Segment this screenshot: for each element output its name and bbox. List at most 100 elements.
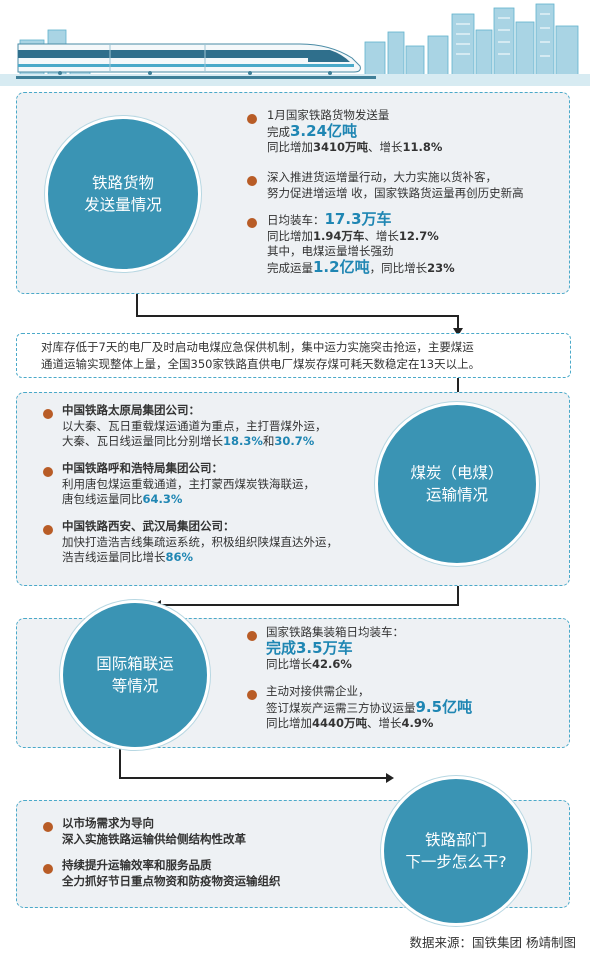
- item-text: 1月国家铁路货物发送量: [267, 108, 390, 122]
- connector-line: [119, 748, 121, 778]
- bullet-icon: [247, 631, 257, 641]
- next-step-item: 以市场需求为导向 深入实施铁路运输供给侧结构性改革: [62, 816, 246, 847]
- item-text: 、增长: [368, 140, 403, 154]
- freight-title-circle: 铁路货物 发送量情况: [45, 116, 201, 272]
- bullet-icon: [247, 114, 257, 124]
- item-line: 同比增加1.94万车、增长12.7%: [267, 229, 455, 245]
- item-line: 全力抓好节日重点物资和防疫物资运输组织: [62, 874, 281, 890]
- item-text: 唐包线运量同比: [62, 492, 143, 506]
- item-text: 深入推进货运增量行动，大力实施以货补客，: [267, 170, 497, 184]
- connector-line: [160, 604, 458, 606]
- item-line: 中国铁路太原局集团公司：: [62, 403, 327, 419]
- item-line: 深入实施铁路运输供给侧结构性改革: [62, 832, 246, 848]
- summary-line: 对库存低于7天的电厂及时启动电煤应急保供机制，集中运力实施突击抢运，主要煤运: [41, 340, 474, 354]
- highlight-value: 17.3万车: [324, 210, 392, 228]
- highlight-value: 以市场需求为导向: [62, 816, 154, 830]
- coal-item: 中国铁路西安、武汉局集团公司： 加快打造浩吉线集疏运系统，积极组织陕煤直达外运，浩…: [62, 519, 338, 566]
- highlight-value: 全力抓好节日重点物资和防疫物资运输组织: [62, 873, 281, 888]
- item-line: 以大秦、瓦日重载煤运通道为重点，主打晋煤外运，: [62, 419, 327, 435]
- bullet-icon: [247, 690, 257, 700]
- item-text: ，同比增长: [369, 260, 428, 275]
- item-text: 努力促进增运增 收，国家铁路货运量再创历史新高: [267, 185, 524, 200]
- highlight-value: 1.94万车: [313, 228, 365, 243]
- coal-title-line2: 运输情况: [425, 486, 488, 504]
- item-line: 签订煤炭产运需三方协议运量9.5亿吨: [266, 697, 473, 717]
- container-title-line2: 等情况: [111, 677, 159, 695]
- highlight-value: 18.3%: [223, 434, 263, 448]
- next-steps-title-line2: 下一步怎么干?: [405, 853, 507, 871]
- item-line: 大秦、瓦日线运量同比分别增长18.3%和30.7%: [62, 434, 327, 450]
- item-line: 国家铁路集装箱日均装车：: [266, 625, 404, 641]
- highlight-value: 4.9%: [401, 716, 434, 730]
- item-line: 同比增加3410万吨、增长11.8%: [267, 140, 442, 156]
- freight-item: 1月国家铁路货物发送量 完成3.24亿吨 同比增加3410万吨、增长11.8%: [267, 108, 442, 156]
- item-text: 、增长: [364, 228, 399, 243]
- item-line: 完成运量1.2亿吨，同比增长23%: [267, 257, 455, 277]
- container-item: 主动对接供需企业， 签订煤炭产运需三方协议运量9.5亿吨 同比增加4440万吨、增长…: [266, 684, 472, 732]
- item-text: 同比增加: [266, 716, 312, 730]
- item-line: 完成3.5万车: [266, 640, 404, 658]
- container-title-circle: 国际箱联运 等情况: [60, 600, 210, 750]
- highlight-value: 4440万吨: [312, 716, 368, 730]
- freight-item: 深入推进货运增量行动，大力实施以货补客， 努力促进增运增 收，国家铁路货运量再创历…: [267, 170, 524, 201]
- connector-line: [457, 378, 459, 395]
- coal-item: 中国铁路呼和浩特局集团公司： 利用唐包煤运重载通道，主打蒙西煤炭铁海联运， 唐包线运…: [62, 461, 315, 508]
- item-text: 同比增长: [266, 657, 312, 671]
- item-text: 同比增加: [267, 140, 313, 154]
- highlight-value: 3.24亿吨: [290, 121, 358, 140]
- summary-line: 通道运输实现整体上量，全国350家铁路直供电厂煤炭存煤可耗天数稳定在13天以上。: [41, 357, 481, 371]
- bullet-icon: [43, 822, 53, 832]
- data-source-credit: 数据来源：国铁集团 杨靖制图: [409, 935, 576, 950]
- item-text: 日均装车：: [267, 213, 325, 227]
- item-text: 同比增加: [267, 228, 313, 243]
- freight-title-line1: 铁路货物: [91, 173, 154, 192]
- item-line: 日均装车：17.3万车: [267, 210, 455, 229]
- highlight-value: 11.8%: [402, 140, 443, 154]
- highlight-value: 30.7%: [274, 434, 315, 448]
- item-line: 利用唐包煤运重载通道，主打蒙西煤炭铁海联运，: [62, 477, 315, 493]
- highlight-value: 9.5亿吨: [415, 697, 473, 716]
- coal-item: 中国铁路太原局集团公司： 以大秦、瓦日重载煤运通道为重点，主打晋煤外运， 大秦、瓦日…: [62, 403, 327, 450]
- highlight-value: 中国铁路呼和浩特局集团公司：: [62, 461, 223, 475]
- item-text: 以大秦、瓦日重载煤运通道为重点，主打晋煤外运，: [62, 418, 327, 433]
- highlight-value: 中国铁路西安、武汉局集团公司：: [62, 519, 235, 533]
- item-text: 国家铁路集装箱日均装车：: [266, 625, 404, 639]
- item-text: 主动对接供需企业，: [266, 684, 370, 698]
- item-line: 深入推进货运增量行动，大力实施以货补客，: [267, 170, 524, 186]
- connector-line: [136, 315, 458, 317]
- item-text: 完成: [267, 124, 290, 139]
- item-text: 签订煤炭产运需三方协议运量: [266, 700, 416, 715]
- item-line: 加快打造浩吉线集疏运系统，积极组织陕煤直达外运，: [62, 535, 338, 551]
- highlight-value: 42.6%: [312, 657, 352, 671]
- item-line: 完成3.24亿吨: [267, 121, 442, 141]
- connector-line: [457, 570, 459, 606]
- item-text: 、增长: [367, 716, 402, 730]
- coal-title-line1: 煤炭（电煤）: [410, 463, 504, 482]
- item-line: 其中，电煤运量增长强劲: [267, 244, 455, 260]
- connector-line: [119, 777, 387, 779]
- highlight-value: 1.2亿吨: [313, 257, 370, 276]
- highlight-value: 深入实施铁路运输供给侧结构性改革: [62, 831, 246, 846]
- highlight-value: 3410万吨: [313, 140, 369, 154]
- container-title-line1: 国际箱联运: [96, 654, 174, 673]
- freight-title-line2: 发送量情况: [84, 196, 162, 214]
- highlight-value: 23%: [427, 260, 455, 275]
- connector-line: [457, 315, 459, 333]
- item-line: 中国铁路西安、武汉局集团公司：: [62, 519, 338, 535]
- bullet-icon: [247, 176, 257, 186]
- item-line: 1月国家铁路货物发送量: [267, 108, 442, 124]
- highlight-value: 持续提升运输效率和服务品质: [62, 858, 212, 872]
- item-line: 浩吉线运量同比增长86%: [62, 550, 338, 566]
- bullet-icon: [43, 525, 53, 535]
- highlight-value: 86%: [165, 550, 194, 564]
- item-line: 唐包线运量同比64.3%: [62, 492, 315, 508]
- item-text: 浩吉线运量同比增长: [62, 550, 166, 564]
- item-text: 加快打造浩吉线集疏运系统，积极组织陕煤直达外运，: [62, 534, 338, 549]
- next-steps-title-line1: 铁路部门: [424, 830, 487, 849]
- next-step-item: 持续提升运输效率和服务品质 全力抓好节日重点物资和防疫物资运输组织: [62, 858, 281, 889]
- item-line: 持续提升运输效率和服务品质: [62, 858, 281, 874]
- item-line: 努力促进增运增 收，国家铁路货运量再创历史新高: [267, 186, 524, 202]
- item-text: 和: [262, 434, 275, 448]
- arrow-right-icon: [386, 773, 394, 783]
- freight-item: 日均装车：17.3万车 同比增加1.94万车、增长12.7% 其中，电煤运量增长强劲…: [267, 210, 455, 277]
